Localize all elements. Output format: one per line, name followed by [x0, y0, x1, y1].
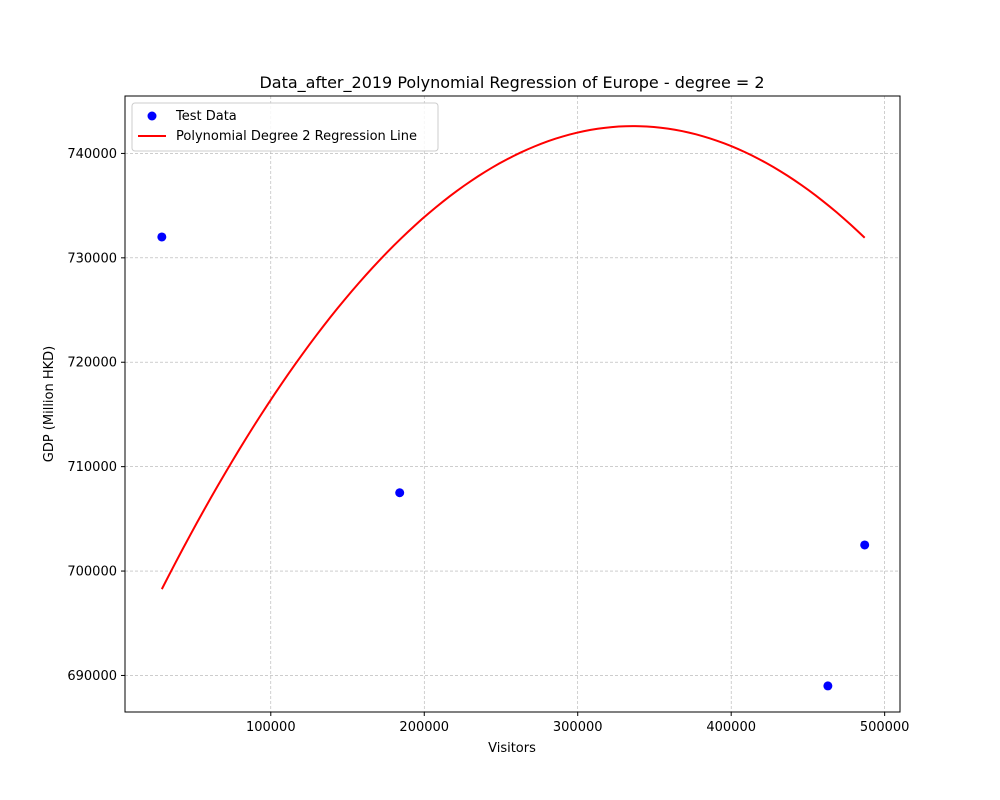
scatter-point	[395, 488, 405, 498]
grid	[125, 96, 900, 712]
legend-label-test-data: Test Data	[175, 109, 237, 124]
x-tick-label: 300000	[553, 720, 603, 735]
x-axis-label: Visitors	[488, 741, 536, 756]
legend-marker-test-data	[147, 111, 157, 121]
plot-frame	[124, 95, 901, 713]
x-tick-label: 500000	[860, 720, 910, 735]
legend-label-regression-line: Polynomial Degree 2 Regression Line	[176, 129, 417, 144]
y-tick-label: 740000	[67, 147, 117, 162]
x-tick-label: 200000	[399, 720, 449, 735]
y-tick-label: 730000	[67, 251, 117, 266]
x-tick-label: 400000	[706, 720, 756, 735]
legend-box	[131, 102, 439, 152]
scatter-point	[157, 232, 167, 242]
y-axis-label: GDP (Million HKD)	[42, 346, 57, 463]
y-tick-label: 700000	[67, 565, 117, 580]
legend: Test Data Polynomial Degree 2 Regression…	[131, 102, 439, 152]
regression-line	[160, 125, 866, 590]
axis-ticks: 100000 200000 300000 400000 500000 690000 7000…	[67, 147, 909, 735]
x-tick-label: 100000	[246, 720, 296, 735]
plot-series	[157, 125, 870, 691]
chart-title: Data_after_2019 Polynomial Regression of…	[259, 73, 764, 93]
scatter-point	[860, 540, 870, 550]
scatter-point	[823, 681, 833, 691]
y-tick-label: 720000	[67, 356, 117, 371]
y-tick-label: 690000	[67, 669, 117, 684]
y-tick-label: 710000	[67, 460, 117, 475]
